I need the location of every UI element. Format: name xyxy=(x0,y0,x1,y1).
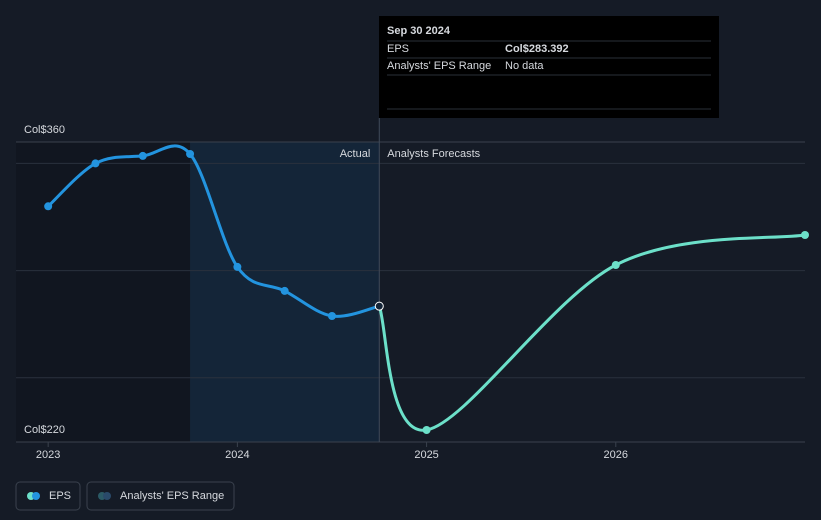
point xyxy=(374,301,384,311)
point xyxy=(422,426,431,434)
tooltip-label: Analysts' EPS Range xyxy=(387,60,491,72)
tooltip-box xyxy=(379,16,719,118)
legend-label[interactable]: Analysts' EPS Range xyxy=(120,490,224,502)
point xyxy=(327,312,336,320)
x-tick-label: 2026 xyxy=(604,449,628,461)
tooltip-value: Col$283.392 xyxy=(505,43,569,55)
point xyxy=(186,150,195,158)
line xyxy=(47,144,380,318)
point xyxy=(233,262,242,271)
y-tick-label: Col$360 xyxy=(24,124,65,136)
point xyxy=(280,286,289,295)
forecast-label: Analysts Forecasts xyxy=(387,148,480,160)
tooltip-label: EPS xyxy=(387,43,409,55)
point xyxy=(44,202,53,211)
line xyxy=(377,233,806,432)
legend-label[interactable]: EPS xyxy=(49,490,71,502)
legend-icon xyxy=(32,492,40,500)
past-region xyxy=(16,142,191,442)
tooltip-date: Sep 30 2024 xyxy=(387,25,451,37)
x-tick-label: 2024 xyxy=(225,449,249,461)
point xyxy=(801,231,809,239)
y-tick-label: Col$220 xyxy=(24,424,65,436)
tooltip-value: No data xyxy=(505,60,544,72)
actual-label: Actual xyxy=(340,148,371,160)
point xyxy=(91,159,100,168)
legend-button[interactable] xyxy=(15,481,81,511)
x-tick-label: 2025 xyxy=(414,449,438,461)
point xyxy=(138,151,147,160)
point xyxy=(611,261,620,269)
legend-button[interactable] xyxy=(86,481,235,511)
legend-icon xyxy=(103,492,111,500)
x-tick-label: 2023 xyxy=(36,449,60,461)
